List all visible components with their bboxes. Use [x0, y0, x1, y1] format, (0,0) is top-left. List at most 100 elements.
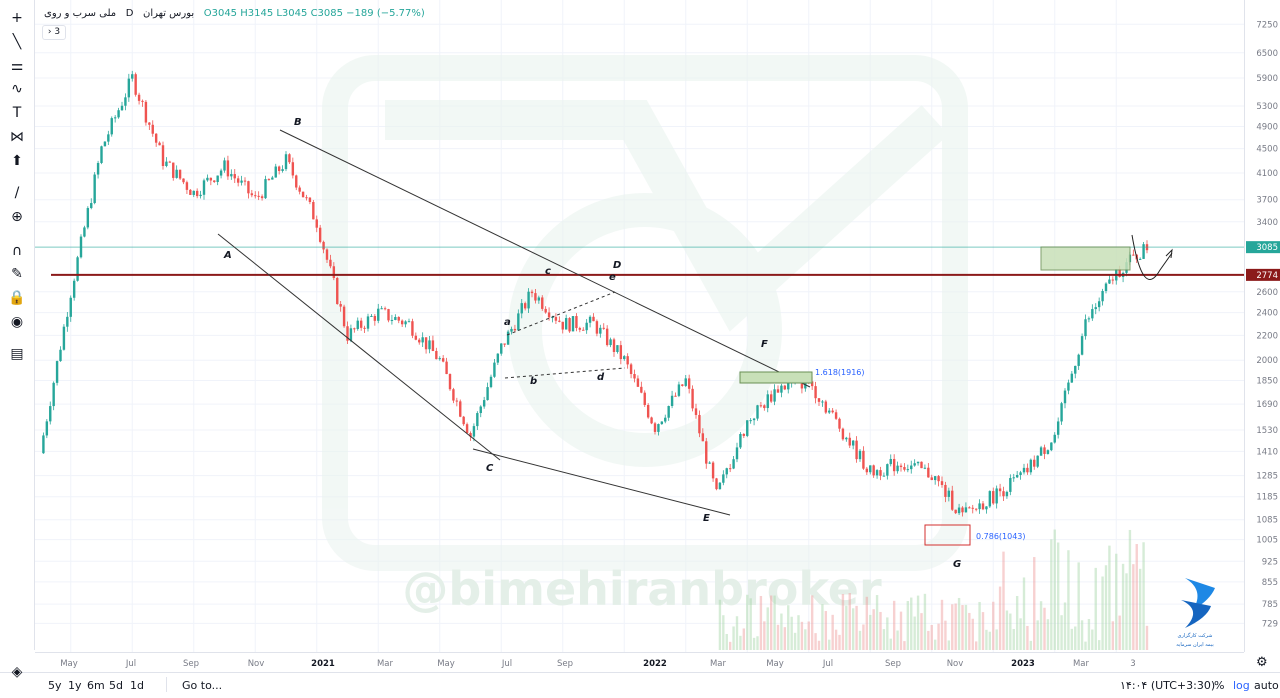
candle-body: [318, 227, 322, 242]
candle-body: [206, 177, 209, 181]
arrow-up-icon[interactable]: ⬆: [11, 153, 23, 169]
range-1d[interactable]: 1d: [130, 679, 144, 692]
projection-arrow-head: [1165, 248, 1173, 259]
lock-icon[interactable]: 🔒: [8, 290, 26, 306]
price-tick-label: 1690: [1256, 400, 1278, 410]
zoom-icon[interactable]: ⊕: [11, 209, 23, 225]
time-tick-label: Sep: [183, 659, 199, 669]
volume-bar: [923, 593, 927, 650]
candle-body: [985, 506, 988, 510]
eye-icon[interactable]: ◉: [10, 314, 24, 330]
candle-body: [209, 177, 213, 181]
candle-body: [763, 405, 766, 409]
goto-button[interactable]: Go to...: [182, 679, 223, 692]
candle-body: [940, 481, 944, 485]
candle-body: [271, 177, 274, 180]
candle-body: [322, 241, 325, 250]
price-axis[interactable]: 7250 6500 5900 5300 4900 4500 4100 3700 3400 2600…: [1244, 0, 1280, 652]
brush-icon[interactable]: ∿: [11, 81, 23, 97]
trash-icon[interactable]: ▤: [10, 346, 24, 362]
range-1y[interactable]: 1y: [68, 679, 82, 692]
lock-draw-icon[interactable]: ✎: [11, 266, 23, 282]
candle-body: [824, 401, 828, 413]
price-tick-label: 729: [1262, 619, 1278, 629]
price-tick-label: 2600: [1256, 288, 1278, 298]
bottom-divider: [166, 677, 167, 692]
layers-icon[interactable]: ◈: [11, 664, 23, 680]
chart-svg[interactable]: @bimehiranbroker A B C D E F Ga b c d e 1.618(1916) 0…: [35, 0, 1244, 652]
candle-body: [564, 318, 568, 330]
volume-bar: [930, 624, 933, 650]
candle-body: [981, 503, 985, 510]
candle-body: [93, 174, 96, 204]
log-toggle[interactable]: log: [1233, 679, 1250, 692]
candle-body: [831, 410, 834, 413]
legend-symbol[interactable]: ملی سرب و روی: [44, 8, 117, 19]
candle-body: [968, 507, 971, 509]
candle-body: [728, 468, 732, 470]
candle-body: [670, 395, 674, 406]
volume-bar: [954, 603, 957, 650]
fib-icon[interactable]: ⚌: [10, 58, 24, 74]
range-5d[interactable]: 5d: [109, 679, 123, 692]
candle-body: [336, 277, 339, 305]
chart-settings-icon[interactable]: ⚙: [1256, 655, 1268, 670]
percent-toggle[interactable]: %: [1214, 679, 1225, 692]
candle-body: [151, 124, 154, 134]
candle-body: [711, 462, 715, 479]
indicator-collapse-button[interactable]: › 3: [42, 25, 66, 40]
volume-bar: [985, 629, 988, 650]
time-tick-label: May: [60, 659, 78, 669]
candle-body: [448, 374, 452, 390]
candle-body: [944, 484, 947, 497]
ruler-icon[interactable]: /: [14, 185, 20, 201]
trendline-icon[interactable]: ╲: [12, 34, 22, 50]
time-tick-label: Sep: [557, 659, 573, 669]
crosshair-icon[interactable]: +: [11, 10, 23, 26]
legend-interval[interactable]: D: [125, 8, 134, 19]
time-axis[interactable]: May Jul Sep Nov 2021 Mar May Jul Sep 2022 Mar May Ju…: [35, 652, 1244, 673]
clock-readout[interactable]: ۱۴:۰۴ (UTC+3:30): [1120, 679, 1216, 692]
candle-body: [773, 389, 776, 402]
volume-bar: [862, 624, 865, 650]
range-6m[interactable]: 6m: [87, 679, 105, 692]
candle-body: [404, 321, 407, 325]
pattern-icon[interactable]: ⋈: [10, 129, 24, 145]
candle-body: [305, 197, 308, 199]
candle-body: [701, 433, 705, 442]
candle-body: [250, 193, 254, 196]
candle-body: [780, 385, 783, 393]
time-tick-label: 3: [1130, 659, 1135, 669]
candle-body: [691, 388, 694, 409]
candle-body: [855, 440, 858, 460]
text-icon[interactable]: T: [12, 105, 22, 121]
candle-body: [783, 385, 787, 390]
sub-wave-label-a: a: [504, 317, 511, 328]
volume-bar: [875, 595, 879, 650]
candle-body: [974, 508, 978, 510]
target-zone: [1040, 246, 1131, 271]
price-tick-label: 1185: [1256, 493, 1278, 503]
volume-bar: [920, 613, 923, 650]
candle-body: [684, 378, 687, 386]
volume-bar: [944, 620, 947, 650]
candle-body: [489, 376, 493, 388]
volume-bar: [752, 637, 756, 650]
candle-body: [1101, 291, 1104, 302]
candle-body: [742, 434, 746, 436]
price-tick-label: 3700: [1256, 196, 1278, 206]
candle-body: [964, 507, 968, 513]
grid-lines: [35, 0, 1244, 652]
candle-body: [1070, 373, 1074, 383]
magnet-icon[interactable]: ∩: [11, 243, 23, 259]
candle-body: [100, 146, 103, 163]
range-5y[interactable]: 5y: [48, 679, 62, 692]
candle-body: [629, 364, 633, 375]
volume-bar: [903, 641, 906, 650]
measure-icon[interactable]: ⫶: [15, 153, 19, 169]
candle-body: [1029, 459, 1033, 473]
volume-bar: [869, 614, 872, 650]
volume-bar: [834, 629, 838, 650]
auto-toggle[interactable]: auto: [1254, 679, 1279, 692]
